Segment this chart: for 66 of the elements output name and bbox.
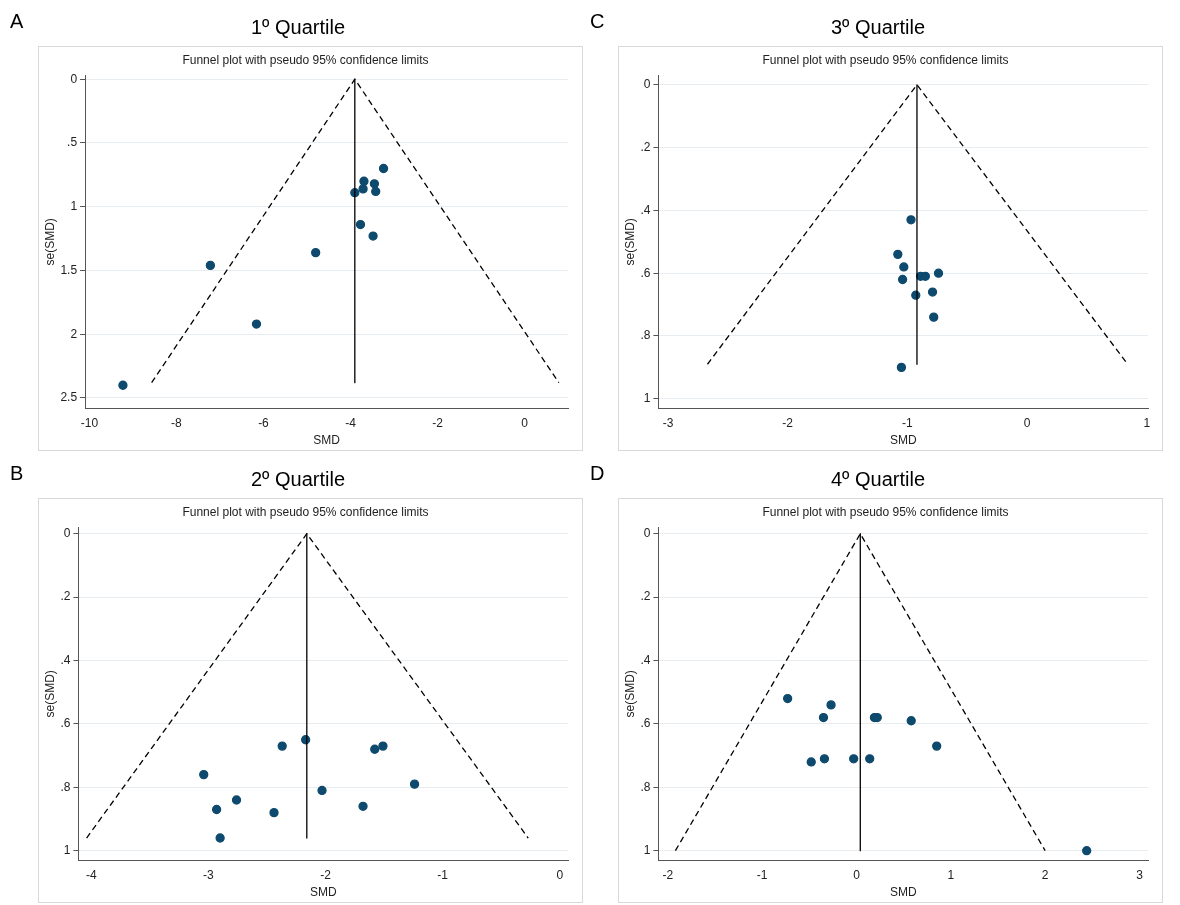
y-tick-label: .8	[640, 779, 651, 794]
x-tick-label: 1	[947, 867, 955, 882]
y-tick-label: 0	[70, 71, 78, 86]
y-tick-label: 1	[70, 199, 78, 214]
x-tick-label: 0	[1023, 415, 1031, 430]
text: A	[10, 10, 24, 33]
y-tick-label: 0	[643, 526, 651, 541]
y-tick-label: 0	[63, 526, 71, 541]
y-axis-title: se(SMD)	[42, 218, 57, 266]
y-tick-label: 2.5	[60, 390, 78, 405]
y-tick-label: .8	[60, 779, 71, 794]
text: D	[590, 462, 605, 485]
y-tick-label: .2	[640, 589, 651, 604]
x-tick-label: 1	[1143, 415, 1151, 430]
y-tick-label: .4	[640, 652, 651, 667]
x-axis-title: SMD	[889, 433, 917, 448]
x-tick-label: -1	[902, 415, 914, 430]
x-axis-title: SMD	[889, 885, 917, 900]
y-tick-label: 1	[643, 843, 651, 857]
x-tick-label: -2	[662, 867, 674, 882]
y-tick-label: .2	[60, 589, 71, 604]
y-tick-label: .6	[640, 265, 651, 280]
x-axis-title: SMD	[309, 885, 337, 900]
chart-title: 4º Quartile	[830, 468, 925, 490]
chart-subtitle: Funnel plot with pseudo 95% confidence limits	[182, 52, 429, 67]
y-tick-label: 0	[643, 77, 651, 92]
y-tick-label: .8	[640, 328, 651, 343]
x-tick-label: -3	[662, 415, 674, 430]
x-tick-label: -8	[171, 415, 183, 430]
chart-subtitle: Funnel plot with pseudo 95% confidence limits	[762, 504, 1009, 519]
y-axis-title: se(SMD)	[622, 670, 637, 718]
y-axis-title: se(SMD)	[42, 670, 57, 718]
y-tick-label: 1	[63, 843, 71, 857]
x-tick-label: 0	[521, 415, 529, 430]
x-tick-label: -2	[432, 415, 444, 430]
chart-subtitle: Funnel plot with pseudo 95% confidence limits	[182, 504, 429, 519]
x-tick-label: -10	[80, 415, 99, 430]
x-tick-label: 2	[1041, 867, 1049, 882]
x-tick-label: -6	[258, 415, 270, 430]
y-axis-title: se(SMD)	[622, 218, 637, 266]
y-tick-label: .4	[640, 202, 651, 217]
chart-subtitle: Funnel plot with pseudo 95% confidence limits	[762, 52, 1009, 67]
y-tick-label: .4	[60, 652, 71, 667]
x-tick-label: -1	[756, 867, 768, 882]
text: C	[590, 10, 605, 33]
x-tick-label: 3	[1136, 867, 1144, 882]
x-tick-label: 0	[853, 867, 861, 882]
chart-title: 1º Quartile	[250, 16, 345, 38]
x-tick-label: -4	[85, 867, 97, 882]
chart-title: 2º Quartile	[250, 468, 345, 490]
x-tick-label: -4	[345, 415, 357, 430]
y-tick-label: .2	[640, 139, 651, 154]
x-tick-label: -2	[320, 867, 332, 882]
y-tick-label: 1.5	[60, 262, 78, 277]
x-tick-label: -1	[437, 867, 449, 882]
text: B	[10, 462, 24, 485]
y-tick-label: .6	[60, 716, 71, 731]
y-tick-label: 1	[643, 391, 651, 406]
chart-title: 3º Quartile	[830, 16, 925, 38]
x-tick-label: -3	[203, 867, 215, 882]
x-tick-label: 0	[556, 867, 564, 882]
x-axis-title: SMD	[313, 433, 341, 448]
y-tick-label: 2	[70, 326, 78, 341]
y-tick-label: .5	[67, 135, 78, 150]
y-tick-label: .6	[640, 716, 651, 731]
x-tick-label: -2	[782, 415, 794, 430]
